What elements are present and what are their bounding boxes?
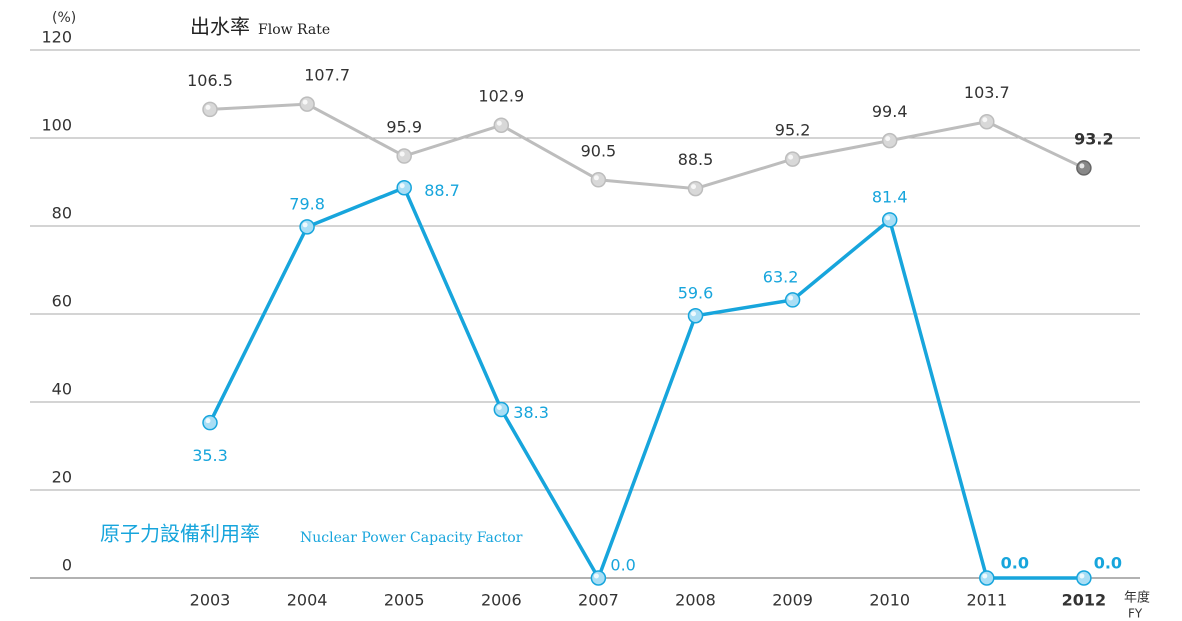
point	[202, 414, 218, 431]
point	[881, 212, 898, 228]
series-title-en: Nuclear Power Capacity Factor	[300, 530, 523, 546]
y-tick-label: 100	[41, 116, 72, 135]
point	[687, 308, 704, 324]
point	[1076, 160, 1092, 176]
point-highlight	[205, 418, 211, 424]
data-label: 93.2	[1074, 129, 1113, 148]
series-title-en: Flow Rate	[258, 22, 330, 38]
point	[396, 179, 412, 196]
point-highlight	[496, 404, 502, 410]
y-tick-label: 60	[52, 292, 72, 311]
series-line	[209, 102, 1085, 191]
data-label: 79.8	[289, 194, 325, 213]
point-highlight	[593, 175, 599, 181]
point-highlight	[885, 136, 891, 142]
point-highlight	[982, 117, 988, 123]
x-tick-label: 2006	[481, 591, 522, 610]
point-highlight	[788, 295, 794, 301]
x-tick-label: 2008	[675, 591, 716, 610]
point	[784, 292, 801, 308]
y-tick-label: 80	[52, 204, 72, 223]
point-highlight	[496, 120, 502, 126]
series-title: 出水率	[190, 15, 250, 39]
point	[1076, 570, 1092, 586]
point-highlight	[1079, 163, 1085, 169]
point	[493, 117, 510, 133]
data-label: 99.4	[872, 102, 908, 121]
point	[202, 101, 218, 118]
data-label: 0.0	[1094, 554, 1122, 573]
unit-label: (%)	[52, 10, 76, 26]
data-label: 95.2	[775, 121, 811, 140]
data-label: 59.6	[678, 283, 714, 302]
point-highlight	[691, 311, 696, 317]
point	[493, 401, 510, 418]
x-axis-label-en: FY	[1128, 607, 1143, 621]
data-label: 95.9	[386, 118, 422, 137]
data-label: 0.0	[610, 556, 635, 575]
series-title: 原子力設備利用率	[100, 522, 260, 546]
point	[590, 570, 607, 586]
data-label: 102.9	[478, 87, 524, 106]
y-tick-label: 120	[41, 28, 72, 47]
series-line	[208, 185, 1084, 583]
data-label: 106.5	[187, 71, 233, 90]
data-label: 107.7	[304, 66, 350, 85]
point	[299, 96, 315, 112]
y-tick-label: 40	[52, 380, 72, 399]
x-tick-label: 2003	[190, 591, 231, 610]
data-label: 38.3	[513, 403, 549, 422]
data-label: 103.7	[964, 83, 1010, 102]
point-highlight	[205, 104, 211, 110]
point-highlight	[399, 151, 405, 157]
point-highlight	[593, 573, 599, 579]
x-tick-label: 2012	[1062, 591, 1107, 610]
data-label: 88.5	[678, 150, 714, 169]
point	[590, 172, 607, 188]
point	[396, 148, 412, 164]
point	[299, 219, 315, 235]
point-highlight	[788, 154, 794, 160]
x-tick-label: 2004	[287, 591, 328, 610]
x-tick-label: 2011	[966, 591, 1007, 610]
data-label: 81.4	[872, 187, 908, 206]
point-highlight	[302, 99, 308, 105]
data-label: 0.0	[1001, 554, 1029, 573]
data-label: 90.5	[581, 141, 617, 160]
point-highlight	[885, 215, 891, 221]
x-tick-label: 2010	[869, 591, 910, 610]
point-highlight	[982, 573, 988, 579]
data-label: 88.7	[424, 181, 460, 200]
point	[979, 570, 995, 586]
point-highlight	[1079, 573, 1085, 579]
x-tick-label: 2009	[772, 591, 813, 610]
y-tick-label: 0	[62, 556, 72, 575]
point	[784, 151, 801, 167]
point-highlight	[302, 222, 308, 228]
point	[881, 132, 898, 149]
point-highlight	[399, 183, 405, 189]
point	[687, 180, 704, 197]
data-label: 35.3	[192, 446, 228, 465]
point	[979, 113, 995, 130]
x-axis-label: 年度	[1124, 590, 1150, 606]
point-highlight	[691, 184, 696, 190]
x-tick-label: 2005	[384, 591, 425, 610]
y-tick-label: 20	[52, 468, 72, 487]
data-label: 63.2	[763, 267, 799, 286]
x-tick-label: 2007	[578, 591, 619, 610]
